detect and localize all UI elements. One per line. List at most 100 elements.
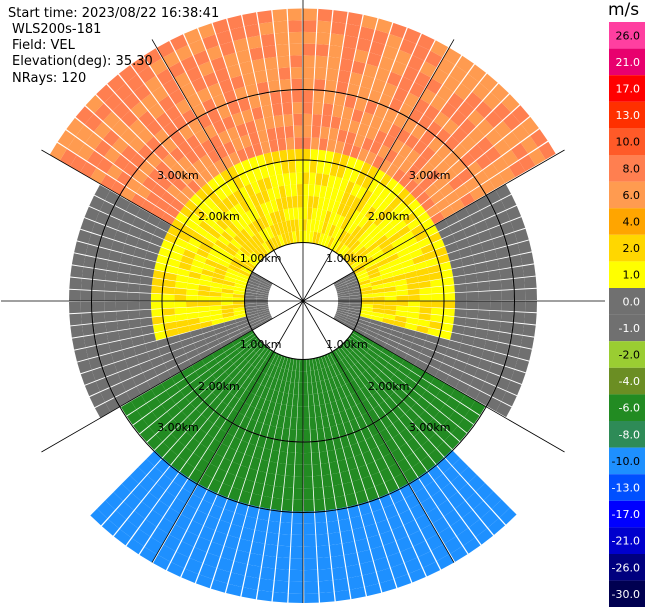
velocity-gate xyxy=(170,198,185,212)
velocity-gate xyxy=(128,318,142,329)
velocity-gate xyxy=(399,159,413,174)
velocity-gate xyxy=(257,129,269,143)
velocity-gate xyxy=(361,399,374,413)
velocity-gate xyxy=(104,291,117,301)
colorbar-swatch xyxy=(609,288,645,315)
velocity-gate xyxy=(316,32,331,45)
velocity-gate xyxy=(499,268,513,280)
velocity-gate xyxy=(318,392,325,405)
velocity-gate xyxy=(203,124,218,139)
velocity-gate xyxy=(102,226,118,240)
velocity-gate xyxy=(320,380,328,393)
colorbar-swatch xyxy=(609,367,645,395)
velocity-gate xyxy=(473,500,491,519)
velocity-gate xyxy=(351,364,362,377)
velocity-gate xyxy=(152,323,166,333)
velocity-gate xyxy=(204,334,218,344)
velocity-gate xyxy=(279,522,292,535)
velocity-gate xyxy=(245,468,258,482)
velocity-gate xyxy=(234,549,250,565)
velocity-gate xyxy=(150,235,164,247)
velocity-gate xyxy=(318,138,328,151)
velocity-gate xyxy=(244,183,255,197)
velocity-gate xyxy=(320,462,331,476)
velocity-gate xyxy=(379,428,393,443)
velocity-gate xyxy=(394,369,408,382)
velocity-gate xyxy=(509,333,523,347)
velocity-gate xyxy=(222,197,234,211)
velocity-gate xyxy=(220,419,233,433)
velocity-gate xyxy=(312,358,318,371)
velocity-gate xyxy=(325,438,335,452)
velocity-gate xyxy=(155,160,171,176)
velocity-gate xyxy=(345,131,357,146)
velocity-gate xyxy=(175,274,189,283)
velocity-gate xyxy=(517,347,532,361)
velocity-gate xyxy=(255,384,265,398)
velocity-gate xyxy=(186,452,202,468)
velocity-gate xyxy=(335,447,346,462)
velocity-gate xyxy=(201,448,216,464)
velocity-gate xyxy=(402,65,419,82)
velocity-gate xyxy=(388,232,401,244)
velocity-gate xyxy=(308,394,315,407)
velocity-gate xyxy=(348,120,361,134)
velocity-gate xyxy=(233,412,245,427)
velocity-gate xyxy=(187,520,204,537)
velocity-gate xyxy=(483,249,498,262)
velocity-gate xyxy=(408,294,420,301)
velocity-gate xyxy=(112,137,129,154)
velocity-gate xyxy=(440,382,455,396)
velocity-gate xyxy=(163,507,181,524)
colorbar-tick-label: -10.0 xyxy=(612,455,640,468)
velocity-gate xyxy=(242,330,254,340)
velocity-gate xyxy=(383,541,400,557)
velocity-gate xyxy=(431,307,444,316)
velocity-gate xyxy=(275,198,284,211)
velocity-gate xyxy=(394,201,407,215)
velocity-gate xyxy=(164,321,178,331)
velocity-gate xyxy=(236,342,249,353)
velocity-gate xyxy=(233,235,245,247)
velocity-gate xyxy=(481,349,496,362)
velocity-gate xyxy=(145,509,163,527)
velocity-gate xyxy=(244,301,257,305)
velocity-gate xyxy=(162,433,178,449)
velocity-gate xyxy=(165,328,179,338)
velocity-gate xyxy=(370,545,387,561)
colorbar-swatch xyxy=(609,341,645,368)
colorbar-swatch xyxy=(609,500,645,528)
velocity-gate xyxy=(366,461,380,476)
velocity-gate xyxy=(309,231,314,244)
velocity-gate xyxy=(463,326,477,337)
velocity-gate xyxy=(331,472,342,486)
velocity-gate xyxy=(459,118,477,135)
velocity-gate xyxy=(222,472,236,487)
velocity-gate xyxy=(370,315,384,322)
velocity-gate xyxy=(369,345,382,356)
velocity-gate xyxy=(204,515,220,531)
velocity-gate xyxy=(310,370,316,383)
velocity-gate xyxy=(420,523,438,541)
velocity-gate xyxy=(393,113,408,129)
velocity-gate xyxy=(185,371,199,384)
velocity-gate xyxy=(404,322,418,331)
velocity-gate xyxy=(411,402,425,417)
velocity-gate xyxy=(367,395,379,409)
velocity-gate xyxy=(303,476,313,489)
velocity-gate xyxy=(185,243,199,254)
velocity-gate xyxy=(336,288,349,294)
velocity-gate xyxy=(372,508,387,524)
velocity-gate xyxy=(151,85,169,103)
velocity-gate xyxy=(224,226,237,239)
velocity-gate xyxy=(288,207,295,221)
velocity-gate xyxy=(129,119,146,136)
velocity-gate xyxy=(151,527,169,545)
velocity-gate xyxy=(267,238,277,251)
velocity-gate xyxy=(436,441,452,457)
velocity-gate xyxy=(171,425,186,441)
velocity-gate xyxy=(126,538,144,555)
velocity-gate xyxy=(279,439,289,453)
velocity-gate xyxy=(238,325,251,333)
velocity-gate xyxy=(316,381,323,394)
